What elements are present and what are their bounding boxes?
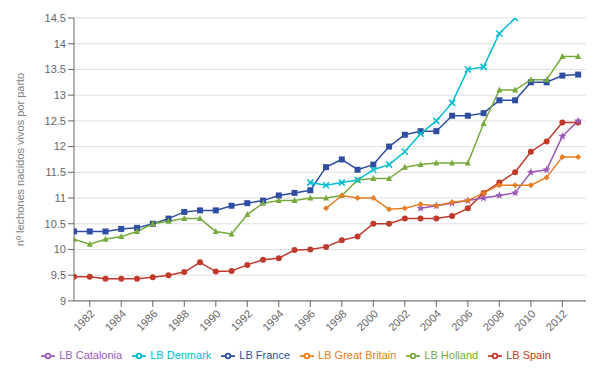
- svg-text:2010: 2010: [512, 307, 538, 333]
- svg-text:12: 12: [54, 140, 66, 152]
- svg-text:2004: 2004: [417, 307, 443, 333]
- svg-text:12.5: 12.5: [45, 115, 66, 127]
- svg-text:14: 14: [54, 38, 66, 50]
- svg-text:1984: 1984: [102, 307, 128, 333]
- svg-text:13: 13: [54, 89, 66, 101]
- svg-text:9.5: 9.5: [51, 269, 66, 281]
- svg-text:2000: 2000: [354, 307, 380, 333]
- html-text:LB Spain: LB Spain: [506, 348, 551, 361]
- svg-text:11.5: 11.5: [45, 166, 66, 178]
- svg-text:14.5: 14.5: [45, 12, 66, 24]
- svg-text:2008: 2008: [480, 307, 506, 333]
- svg-text:1988: 1988: [165, 307, 191, 333]
- html-text:LB Denmark: LB Denmark: [150, 348, 212, 361]
- svg-text:10: 10: [54, 243, 66, 255]
- svg-text:1990: 1990: [197, 307, 223, 333]
- svg-text:2012: 2012: [544, 307, 570, 333]
- svg-text:13.5: 13.5: [45, 63, 66, 75]
- svg-text:1992: 1992: [228, 307, 254, 333]
- svg-text:nº lechones nacidos vivos por: nº lechones nacidos vivos por parto: [14, 73, 26, 246]
- svg-text:1996: 1996: [291, 307, 317, 333]
- svg-text:9: 9: [60, 295, 66, 307]
- svg-text:10.5: 10.5: [45, 218, 66, 230]
- html-text:LB France: LB France: [239, 348, 291, 361]
- svg-text:1998: 1998: [323, 307, 349, 333]
- svg-text:1982: 1982: [71, 307, 97, 333]
- html-text:LB Holland: LB Holland: [424, 348, 479, 361]
- svg-text:1986: 1986: [134, 307, 160, 333]
- html-text:LB Great Britain: LB Great Britain: [318, 348, 397, 361]
- svg-text:2002: 2002: [386, 307, 412, 333]
- svg-text:1994: 1994: [260, 307, 286, 333]
- html-text:LB Catalonia: LB Catalonia: [59, 348, 123, 361]
- svg-text:11: 11: [55, 192, 66, 204]
- svg-text:2006: 2006: [449, 307, 475, 333]
